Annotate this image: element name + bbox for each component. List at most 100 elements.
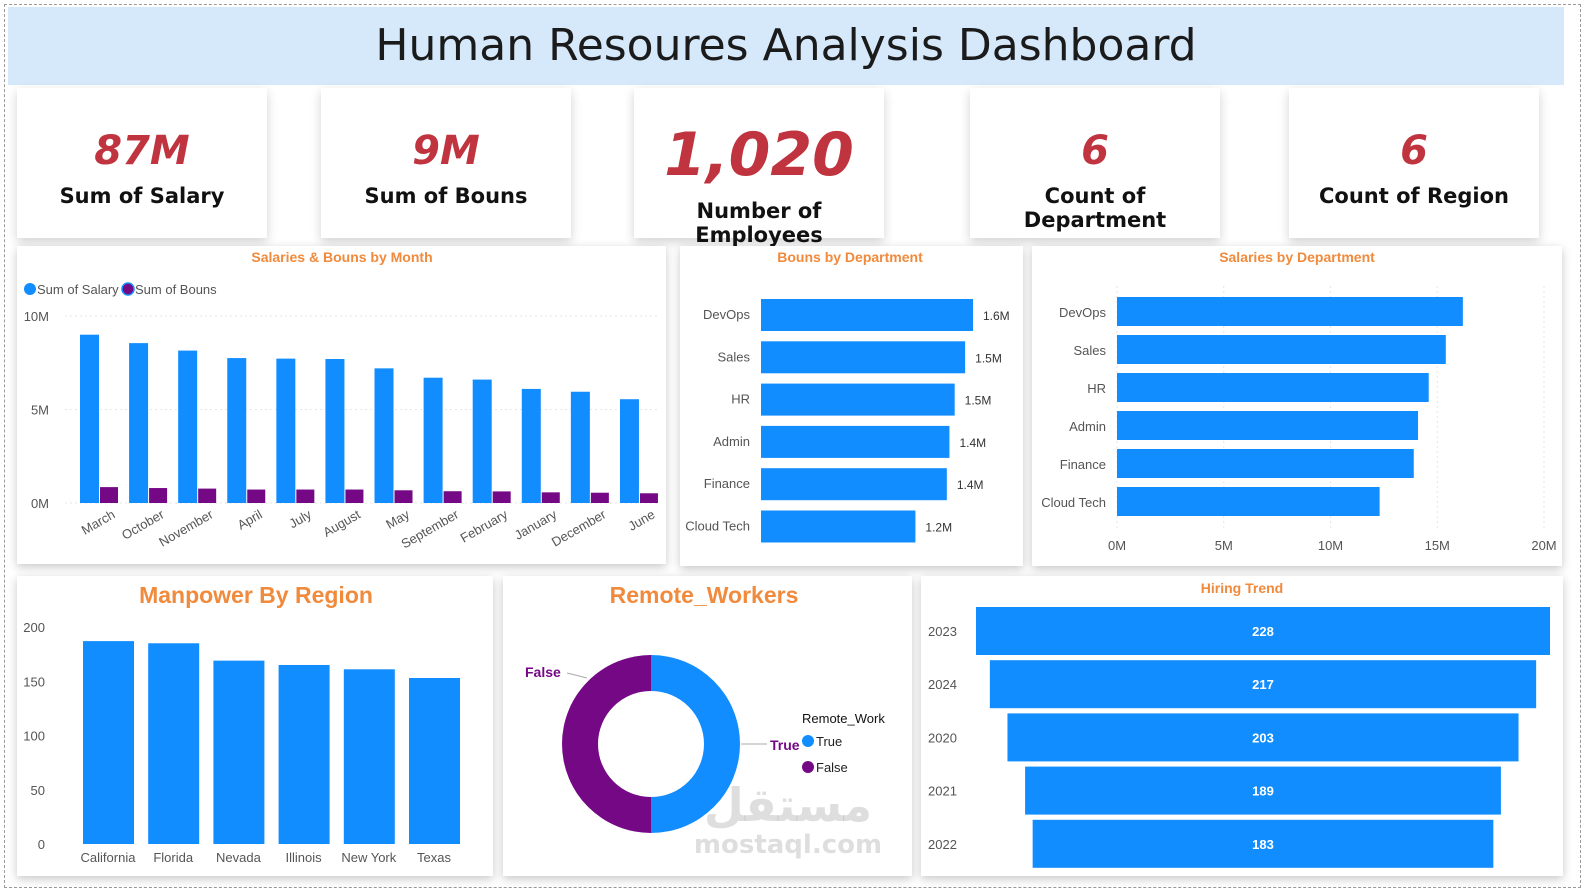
bar-bouns xyxy=(100,487,118,503)
legend-label-bouns: Sum of Bouns xyxy=(135,282,217,297)
bar-region xyxy=(343,669,395,844)
y-tick-label: 10M xyxy=(24,309,49,324)
kpi-card-salary[interactable]: 87M Sum of Salary xyxy=(17,88,267,238)
y-tick-label: Finance xyxy=(704,476,750,491)
dashboard-title: Human Resoures Analysis Dashboard xyxy=(375,20,1197,71)
chart-title: Bouns by Department xyxy=(777,249,923,265)
data-label: 1.2M xyxy=(925,521,952,535)
data-label: 203 xyxy=(1252,730,1274,745)
x-tick-label: Texas xyxy=(417,850,451,865)
bar-bouns-dept xyxy=(761,468,947,501)
kpi-label: Sum of Salary xyxy=(59,184,225,208)
bar-bouns xyxy=(149,488,168,503)
bar-bouns xyxy=(247,489,266,503)
watermark: مستقل mostaql.com xyxy=(688,780,888,860)
x-tick-label: 5M xyxy=(1215,538,1233,553)
bar-bouns xyxy=(394,490,413,503)
kpi-card-employees[interactable]: 1,020 Number of Employees xyxy=(634,88,884,247)
x-tick-label: New York xyxy=(341,850,396,865)
bar-region xyxy=(213,660,265,844)
bar-salary-dept xyxy=(1117,373,1429,402)
data-label: 1.6M xyxy=(983,309,1010,323)
watermark-arabic: مستقل xyxy=(703,778,873,832)
bar-bouns xyxy=(198,488,217,503)
legend-title: Remote_Work xyxy=(802,711,885,726)
x-tick-label: 20M xyxy=(1531,538,1556,553)
bar-salary xyxy=(178,350,198,503)
funnel-bar xyxy=(1032,819,1494,868)
chart-title: Hiring Trend xyxy=(1201,580,1283,596)
callout-label-false: False xyxy=(525,664,561,680)
y-tick-label: HR xyxy=(1087,381,1106,396)
chart-manpower-by-region: Manpower By Region 0 50 100 150 200 California… xyxy=(23,582,460,865)
y-tick-label: Admin xyxy=(1069,419,1106,434)
x-tick-label: 15M xyxy=(1425,538,1450,553)
funnel-bar xyxy=(1007,713,1519,762)
bar-salary xyxy=(374,368,394,503)
data-label: 1.4M xyxy=(957,478,984,492)
x-tick-label: Illinois xyxy=(286,850,323,865)
bar-bouns xyxy=(590,492,609,503)
x-tick-label: April xyxy=(235,507,265,533)
panel-hiring-trend[interactable]: Hiring Trend 2023 228 2024 217 2020 203 2021 189… xyxy=(921,576,1563,876)
y-tick-label: 2020 xyxy=(928,730,957,745)
callout-label-true: True xyxy=(770,737,800,753)
kpi-card-department[interactable]: 6 Count of Department xyxy=(970,88,1220,238)
chart-title: Salaries by Department xyxy=(1219,249,1375,265)
bar-salary xyxy=(521,388,541,503)
y-tick-label: DevOps xyxy=(703,307,750,322)
chart-bouns-by-department: Bouns by Department DevOps 1.6M Sales 1.5M HR… xyxy=(685,249,1010,543)
x-tick-label: 10M xyxy=(1318,538,1343,553)
bar-region xyxy=(409,677,460,844)
bar-region xyxy=(83,641,134,844)
kpi-value: 1,020 xyxy=(664,120,854,190)
chart-remote-workers: Remote_WorkersTrueFalseRemote_WorkTrueFa… xyxy=(525,582,885,833)
y-tick-label: 100 xyxy=(23,729,45,744)
bar-salary xyxy=(325,359,345,503)
donut-slice-true xyxy=(651,655,740,833)
kpi-value: 6 xyxy=(1400,128,1428,174)
kpi-value: 9M xyxy=(412,128,480,174)
data-label: 217 xyxy=(1252,677,1274,692)
y-tick-label: 5M xyxy=(31,403,49,418)
bar-bouns xyxy=(541,492,560,503)
legend-marker-bouns xyxy=(121,282,135,296)
funnel-bar xyxy=(1025,766,1501,815)
header-bar: Human Resoures Analysis Dashboard xyxy=(8,7,1564,85)
x-tick-label: November xyxy=(156,506,216,549)
x-tick-label: 0M xyxy=(1108,538,1126,553)
data-label: 1.4M xyxy=(959,436,986,450)
bar-region xyxy=(148,643,200,844)
kpi-card-bouns[interactable]: 9M Sum of Bouns xyxy=(321,88,571,238)
kpi-value: 6 xyxy=(1081,128,1109,174)
y-tick-label: 50 xyxy=(31,783,45,798)
kpi-card-region[interactable]: 6 Count of Region xyxy=(1289,88,1539,238)
y-tick-label: Sales xyxy=(1073,343,1106,358)
bar-bouns-dept xyxy=(761,510,916,543)
panel-salaries-by-department[interactable]: Salaries by Department 0M 5M 10M 15M 20M DevOp… xyxy=(1032,246,1562,566)
bar-salary xyxy=(619,399,639,503)
legend-marker-false xyxy=(802,761,814,773)
y-tick-label: Cloud Tech xyxy=(685,519,750,534)
kpi-value: 87M xyxy=(94,128,190,174)
bar-salary xyxy=(227,358,247,503)
bar-salary xyxy=(423,377,443,503)
y-tick-label: Sales xyxy=(717,349,750,364)
x-tick-label: California xyxy=(81,850,137,865)
chart-salaries-bouns-by-month: Salaries & Bouns by Month Sum of Salary Su… xyxy=(24,249,658,551)
panel-bouns-by-department[interactable]: Bouns by Department DevOps 1.6M Sales 1.5M HR… xyxy=(680,246,1023,566)
x-tick-label: July xyxy=(286,506,314,531)
bar-salary-dept xyxy=(1117,449,1414,478)
chart-title: Manpower By Region xyxy=(139,582,373,608)
panel-remote-workers[interactable]: Remote_Workers True False Remote_Work True Fa… xyxy=(503,576,912,876)
y-tick-label: 2023 xyxy=(928,624,957,639)
panel-salaries-bouns-by-month[interactable]: Salaries & Bouns by Month Sum of Salary Su… xyxy=(17,246,666,564)
kpi-label: Sum of Bouns xyxy=(364,184,528,208)
legend-label-salary: Sum of Salary xyxy=(37,282,119,297)
bar-region xyxy=(278,664,330,844)
funnel-bar xyxy=(976,607,1550,655)
bar-salary-dept xyxy=(1117,335,1446,364)
panel-manpower-by-region[interactable]: Manpower By Region 0 50 100 150 200 California… xyxy=(17,576,493,876)
bar-bouns-dept xyxy=(761,341,966,374)
data-label: 228 xyxy=(1252,624,1274,639)
